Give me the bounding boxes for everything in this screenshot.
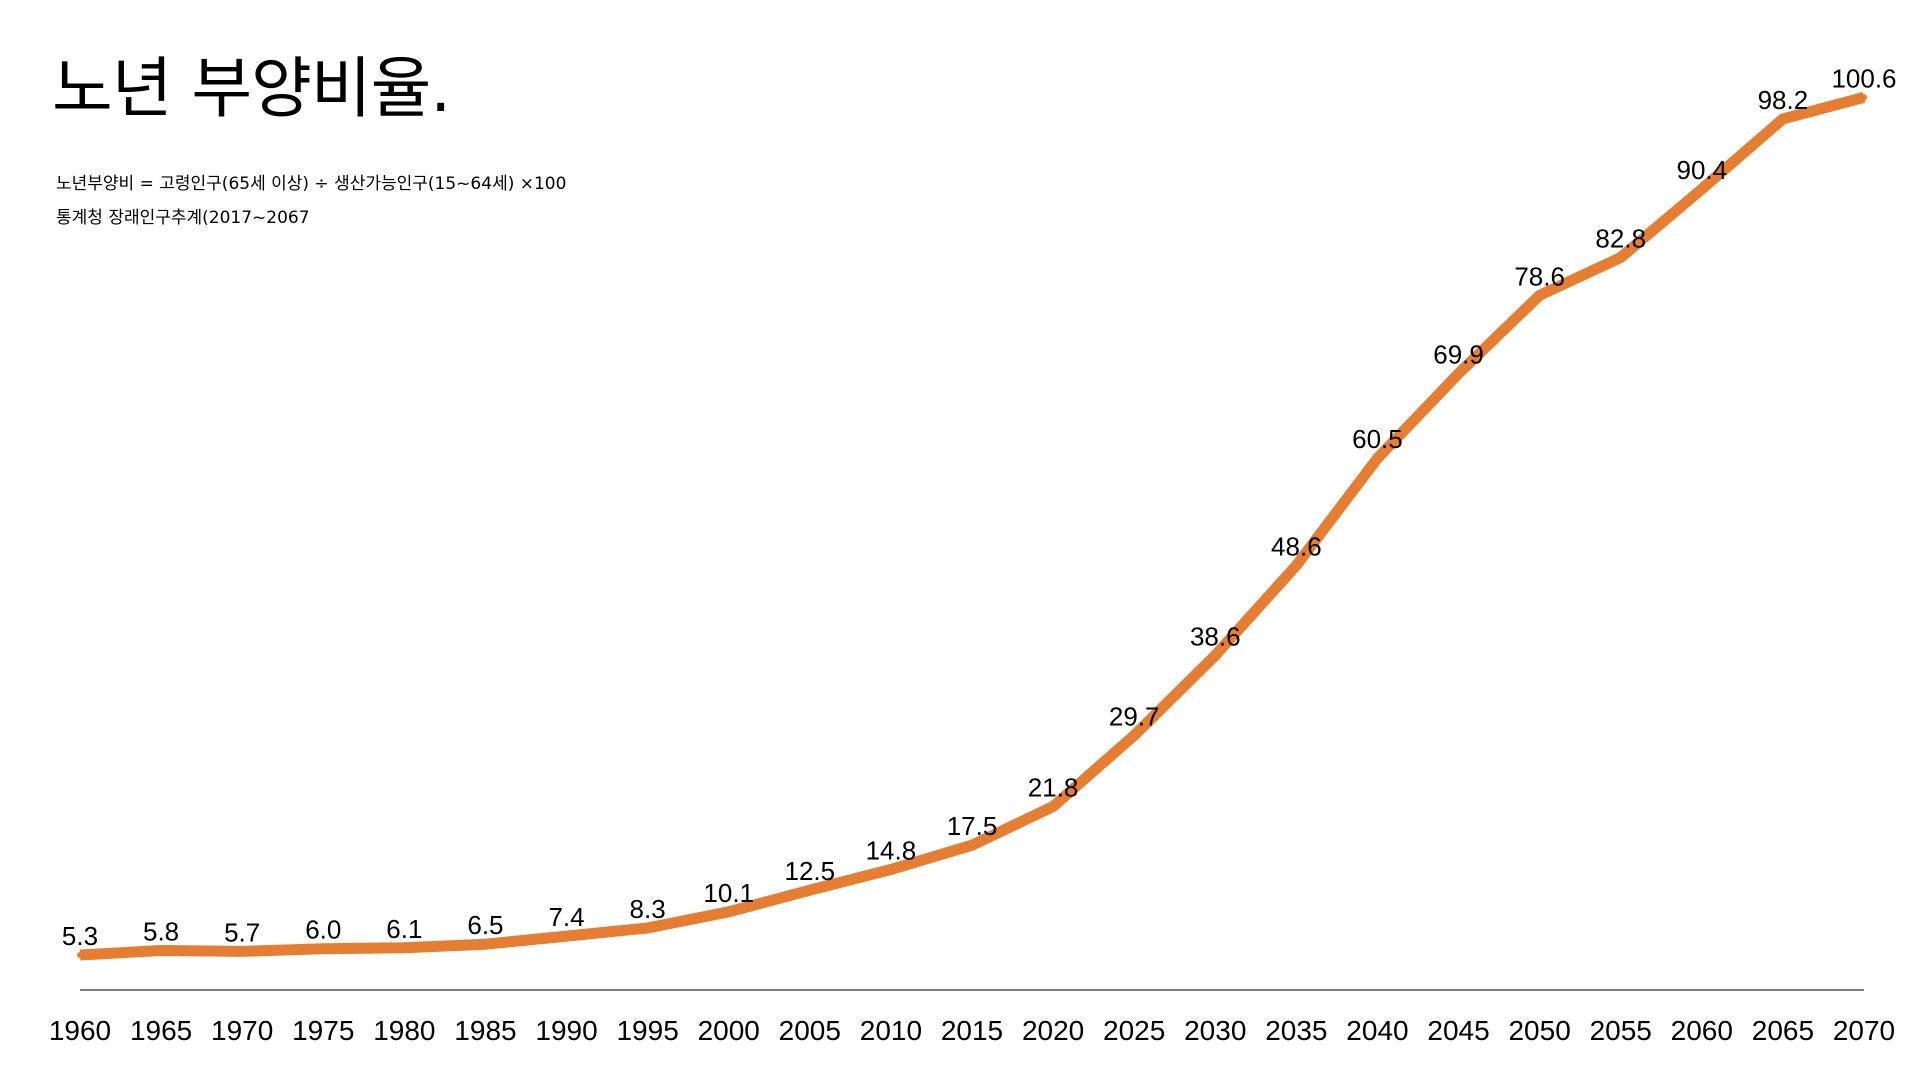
x-tick-label: 1965 — [130, 1015, 192, 1046]
x-tick-label: 1980 — [373, 1015, 435, 1046]
data-point — [1536, 292, 1543, 299]
x-tick-label: 1960 — [49, 1015, 111, 1046]
data-point — [482, 941, 489, 948]
x-tick-label: 2035 — [1265, 1015, 1327, 1046]
x-tick-label: 2010 — [860, 1015, 922, 1046]
data-label: 69.9 — [1433, 340, 1484, 370]
x-tick-label: 2025 — [1103, 1015, 1165, 1046]
x-tick-label: 2070 — [1833, 1015, 1895, 1046]
data-point — [1050, 803, 1057, 810]
data-label: 6.1 — [386, 914, 422, 944]
data-label: 98.2 — [1758, 85, 1809, 115]
data-point — [969, 842, 975, 849]
data-point — [1455, 370, 1462, 377]
data-label: 7.4 — [548, 902, 584, 932]
data-point — [401, 944, 408, 951]
x-tick-label: 1990 — [535, 1015, 597, 1046]
data-label: 12.5 — [785, 856, 836, 886]
data-label: 6.5 — [467, 910, 503, 940]
chart-source: 통계청 장래인구추계(2017~2067 — [56, 208, 310, 228]
chart-formula: 노년부양비 = 고령인구(65세 이상) ÷ 생산가능인구(15~64세) ×1… — [56, 174, 567, 194]
data-label: 38.6 — [1190, 621, 1241, 651]
data-point — [1131, 732, 1138, 739]
data-label: 29.7 — [1109, 701, 1160, 731]
data-point — [1374, 455, 1381, 462]
data-point — [158, 947, 165, 954]
x-tick-label: 2065 — [1752, 1015, 1814, 1046]
data-label: 6.0 — [305, 915, 341, 945]
data-point — [1212, 652, 1219, 659]
x-tick-label: 2020 — [1022, 1015, 1084, 1046]
data-point — [887, 866, 894, 873]
data-label: 5.8 — [143, 917, 179, 947]
chart-title: 노년 부양비율. — [52, 50, 451, 127]
data-point — [644, 925, 651, 931]
x-tick-label: 1985 — [454, 1015, 516, 1046]
x-tick-label: 2030 — [1184, 1015, 1246, 1046]
data-label: 90.4 — [1677, 155, 1728, 185]
x-tick-label: 2050 — [1508, 1015, 1570, 1046]
data-point — [806, 887, 813, 894]
x-tick-label: 2045 — [1427, 1015, 1489, 1046]
data-label: 78.6 — [1514, 261, 1565, 291]
data-point — [1779, 115, 1786, 122]
x-tick-label: 1970 — [211, 1015, 273, 1046]
data-point — [320, 945, 327, 952]
x-tick-label: 2000 — [698, 1015, 760, 1046]
x-tick-label: 2055 — [1590, 1015, 1652, 1046]
x-tick-label: 2040 — [1346, 1015, 1408, 1046]
data-label: 5.7 — [224, 917, 260, 947]
data-point — [1293, 562, 1300, 569]
x-tick-label: 2060 — [1671, 1015, 1733, 1046]
x-tick-label: 1975 — [292, 1015, 354, 1046]
data-point — [1617, 254, 1624, 261]
data-point — [563, 933, 570, 940]
x-tick-label: 2005 — [779, 1015, 841, 1046]
data-label: 14.8 — [866, 836, 917, 866]
data-label: 10.1 — [703, 878, 754, 908]
data-label: 5.3 — [62, 921, 98, 951]
data-label: 60.5 — [1352, 424, 1403, 454]
data-label: 17.5 — [947, 811, 998, 841]
data-point — [239, 948, 246, 955]
x-tick-label: 2015 — [941, 1015, 1003, 1046]
data-point — [77, 952, 83, 958]
data-point — [1861, 94, 1867, 101]
data-label: 48.6 — [1271, 531, 1322, 561]
data-label: 21.8 — [1028, 773, 1079, 803]
x-tick-label: 1995 — [616, 1015, 678, 1046]
data-label: 100.6 — [1831, 63, 1896, 93]
data-label: 82.8 — [1595, 224, 1646, 254]
data-point — [725, 908, 732, 915]
data-point — [1698, 186, 1705, 193]
data-label: 8.3 — [630, 894, 666, 924]
